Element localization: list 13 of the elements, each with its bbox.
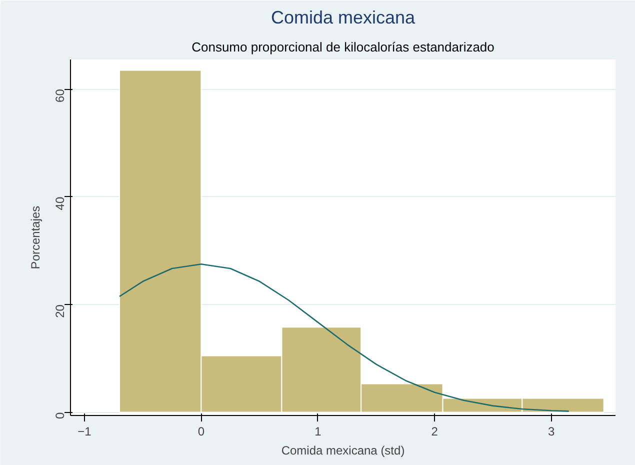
- y-tick-label: 20: [53, 304, 67, 318]
- x-tick-label: 3: [548, 424, 555, 438]
- x-axis-title: Comida mexicana (std): [281, 444, 405, 458]
- x-tick-label: 0: [198, 424, 205, 438]
- chart-subtitle: Consumo proporcional de kilocalorías estandarizado: [192, 40, 494, 54]
- y-tick-label: 40: [53, 196, 67, 210]
- chart-title: Comida mexicana: [270, 8, 416, 28]
- x-tick-label: 1: [314, 424, 322, 438]
- x-tick-label: 2: [431, 424, 438, 438]
- y-tick-label: 0: [53, 412, 67, 419]
- y-axis-title: Porcentajes: [28, 206, 42, 270]
- y-tick-label: 60: [53, 88, 67, 102]
- x-tick-label: −1: [78, 424, 92, 438]
